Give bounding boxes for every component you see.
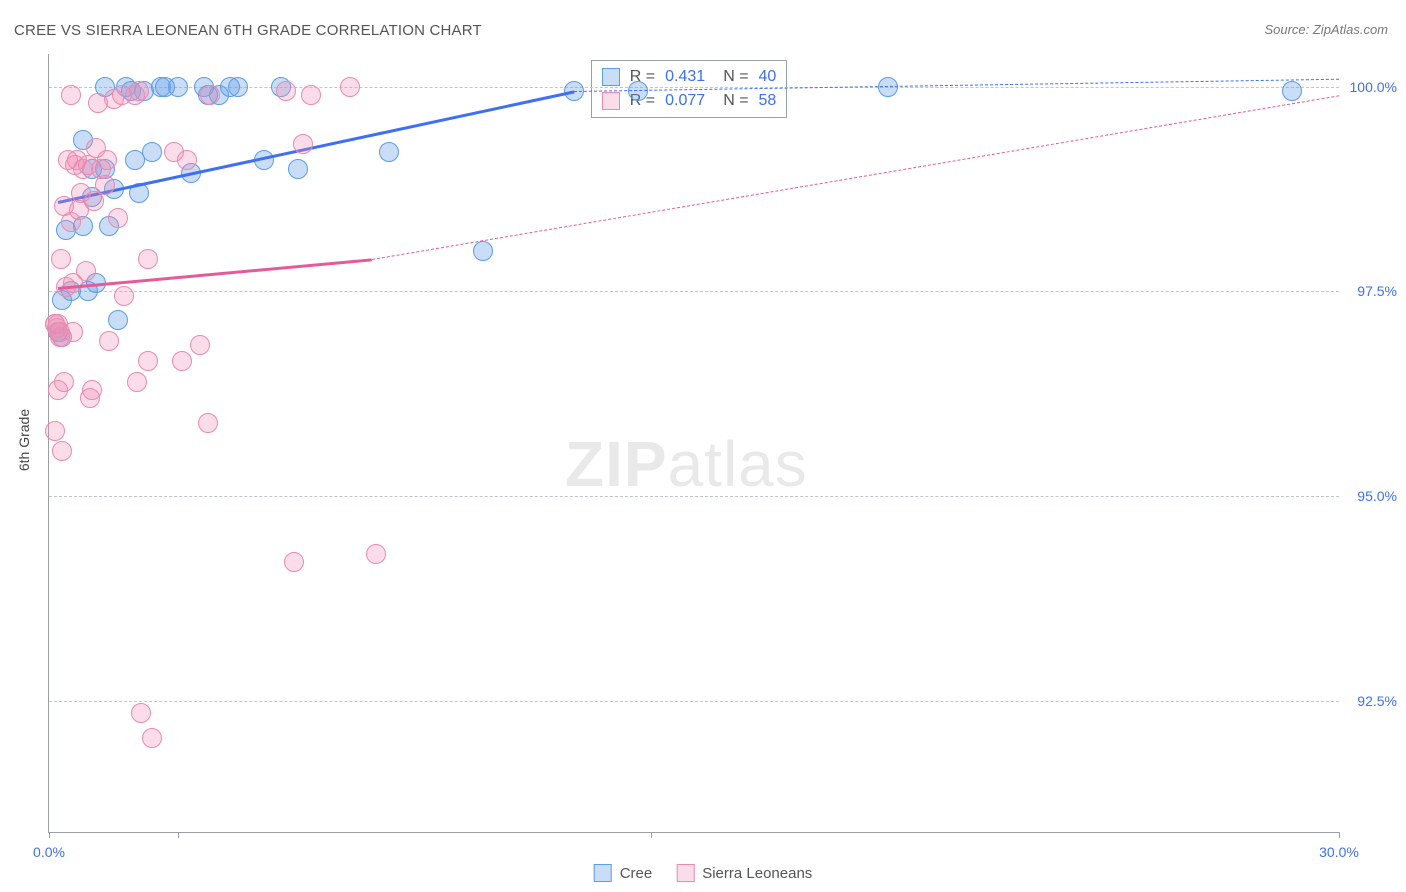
data-point: [142, 142, 162, 162]
data-point: [284, 552, 304, 572]
data-point: [131, 703, 151, 723]
data-point: [108, 208, 128, 228]
data-point: [63, 322, 83, 342]
gridline: [49, 496, 1339, 497]
legend-item: Cree: [594, 864, 653, 882]
series-legend: Cree Sierra Leoneans: [594, 864, 813, 882]
x-tick: [1339, 832, 1340, 838]
legend-swatch: [602, 68, 620, 86]
gridline: [49, 291, 1339, 292]
data-point: [142, 728, 162, 748]
data-point: [138, 351, 158, 371]
r-value: 0.431: [665, 65, 705, 89]
watermark-atlas: atlas: [668, 428, 808, 500]
data-point: [172, 351, 192, 371]
gridline: [49, 701, 1339, 702]
legend-swatch: [676, 864, 694, 882]
data-point: [301, 85, 321, 105]
data-point: [293, 134, 313, 154]
chart-title: CREE VS SIERRA LEONEAN 6TH GRADE CORRELA…: [14, 22, 482, 39]
legend-label: Sierra Leoneans: [702, 865, 812, 882]
y-tick-label: 100.0%: [1350, 79, 1397, 95]
legend-label: Cree: [620, 865, 653, 882]
legend-item: Sierra Leoneans: [676, 864, 812, 882]
data-point: [54, 372, 74, 392]
trend-line: [57, 91, 574, 204]
data-point: [228, 77, 248, 97]
source-label: Source: ZipAtlas.com: [1264, 22, 1388, 37]
data-point: [76, 261, 96, 281]
plot-area: ZIPatlas R =0.431N =40R =0.077N =58 92.5…: [48, 54, 1339, 833]
data-point: [51, 249, 71, 269]
y-axis-label: 6th Grade: [16, 409, 32, 471]
data-point: [52, 441, 72, 461]
data-point: [200, 85, 220, 105]
data-point: [45, 421, 65, 441]
n-value: 58: [759, 89, 777, 113]
x-tick: [178, 832, 179, 838]
watermark-zip: ZIP: [565, 428, 668, 500]
data-point: [61, 85, 81, 105]
data-point: [99, 331, 119, 351]
data-point: [276, 81, 296, 101]
data-point: [340, 77, 360, 97]
data-point: [190, 335, 210, 355]
data-point: [129, 81, 149, 101]
watermark: ZIPatlas: [565, 427, 808, 501]
x-tick-label: 30.0%: [1319, 844, 1359, 860]
data-point: [1282, 81, 1302, 101]
data-point: [114, 286, 134, 306]
trend-line: [57, 259, 371, 291]
x-tick-label: 0.0%: [33, 844, 65, 860]
data-point: [198, 413, 218, 433]
data-point: [127, 372, 147, 392]
data-point: [45, 314, 65, 334]
data-point: [138, 249, 158, 269]
y-tick-label: 92.5%: [1357, 693, 1397, 709]
data-point: [379, 142, 399, 162]
data-point: [108, 310, 128, 330]
legend-swatch: [594, 864, 612, 882]
n-label: N =: [723, 89, 748, 113]
x-tick: [651, 832, 652, 838]
trend-line: [371, 95, 1339, 260]
data-point: [177, 150, 197, 170]
r-value: 0.077: [665, 89, 705, 113]
n-value: 40: [759, 65, 777, 89]
data-point: [288, 159, 308, 179]
legend-swatch: [602, 92, 620, 110]
data-point: [82, 380, 102, 400]
y-tick-label: 95.0%: [1357, 488, 1397, 504]
data-point: [366, 544, 386, 564]
data-point: [473, 241, 493, 261]
data-point: [95, 175, 115, 195]
x-tick: [49, 832, 50, 838]
n-label: N =: [723, 65, 748, 89]
stats-legend-row: R =0.431N =40: [602, 65, 777, 89]
data-point: [97, 150, 117, 170]
data-point: [168, 77, 188, 97]
y-tick-label: 97.5%: [1357, 283, 1397, 299]
